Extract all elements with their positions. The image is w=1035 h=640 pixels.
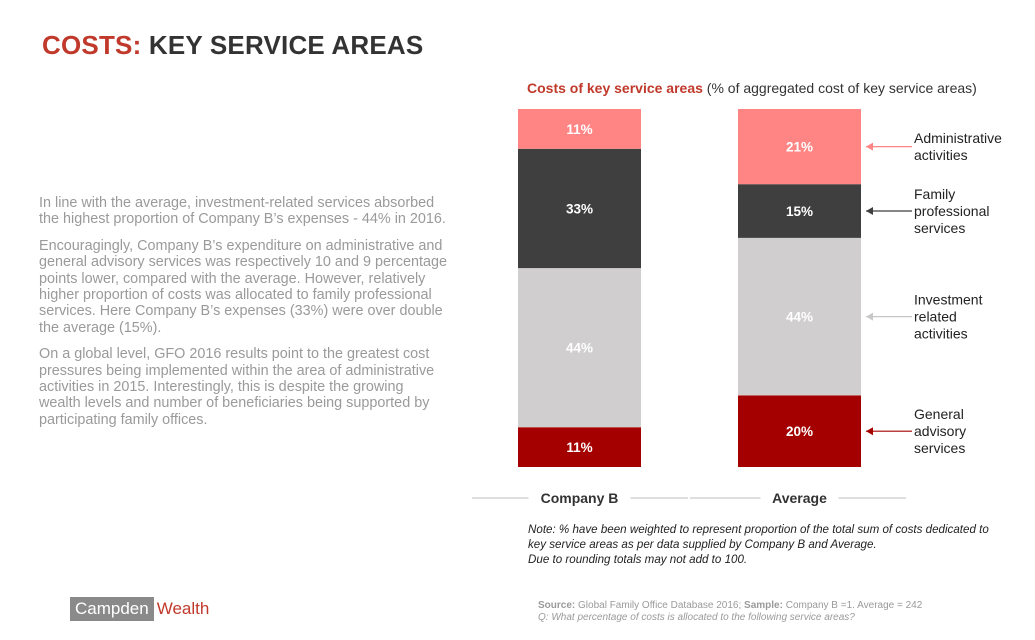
legend-label-investment-related-activities-line-1: Investment	[914, 292, 983, 308]
bar-segment-company-b-administrative-activities	[518, 109, 641, 149]
legend-label-family-professional-services-line-2: professional	[914, 203, 990, 219]
legend-label-general-advisory-services-line-3: services	[914, 440, 965, 456]
bar-segment-company-b-investment-related-activities	[518, 268, 641, 428]
chart-title: Costs of key service areas (% of aggrega…	[527, 80, 977, 96]
category-label-average: Average	[772, 490, 827, 506]
chart-subtitle: (% of aggregated cost of key service are…	[706, 80, 977, 96]
survey-question: Q: What percentage of costs is allocated…	[538, 612, 855, 623]
data-label-company-b-family-professional-services: 33%	[566, 201, 593, 216]
bar-segment-average-general-advisory-services	[738, 395, 861, 467]
bar-segment-average-administrative-activities	[738, 109, 861, 185]
category-label-company-b: Company B	[541, 490, 619, 506]
body-paragraph-3: On a global level, GFO 2016 results poin…	[39, 346, 435, 428]
bar-segment-average-investment-related-activities	[738, 237, 861, 396]
source-text: Global Family Office Database 2016;	[578, 600, 742, 611]
legend-label-administrative-activities-line-2: activities	[914, 147, 968, 163]
chart-note: Note: % have been weighted to represent …	[528, 522, 989, 567]
legend-arrowhead-investment-related-activities	[866, 312, 873, 321]
body-text: In line with the average, investment-rel…	[39, 195, 449, 438]
body-paragraph-1: In line with the average, investment-rel…	[39, 195, 446, 228]
bar-segment-company-b-family-professional-services	[518, 148, 641, 269]
bar-segment-average-family-professional-services	[738, 184, 861, 238]
data-label-average-investment-related-activities: 44%	[786, 310, 813, 325]
legend-label-general-advisory-services-line-2: advisory	[914, 423, 966, 439]
sample-label: Sample:	[744, 600, 783, 611]
legend-label-general-advisory-services-line-1: General	[914, 406, 964, 422]
logo-word: Wealth	[156, 599, 210, 618]
legend-arrowhead-family-professional-services	[866, 207, 873, 216]
body-paragraph-2: Encouragingly, Company B’s expenditure o…	[39, 237, 447, 336]
source-label: Source:	[538, 600, 576, 611]
note-line-3: Due to rounding totals may not add to 10…	[528, 553, 748, 566]
legend-arrowhead-general-advisory-services	[866, 427, 873, 436]
data-label-average-family-professional-services: 15%	[786, 204, 813, 219]
chart-title-main: Costs of key service areas	[527, 80, 703, 96]
note-line-2: key service areas as per data supplied b…	[528, 538, 877, 551]
data-label-average-general-advisory-services: 20%	[786, 424, 813, 439]
data-label-company-b-general-advisory-services: 11%	[566, 440, 592, 455]
campden-wealth-logo: Campden Wealth	[70, 597, 209, 621]
page-title: COSTS: KEY SERVICE AREAS	[42, 30, 423, 61]
legend-arrowhead-administrative-activities	[866, 142, 873, 151]
legend-label-family-professional-services-line-1: Family	[914, 186, 955, 202]
source-footnote: Source: Global Family Office Database 20…	[538, 600, 922, 624]
page-title-rest: KEY SERVICE AREAS	[148, 30, 424, 60]
data-label-company-b-investment-related-activities: 44%	[566, 341, 593, 356]
legend-label-investment-related-activities-line-3: activities	[914, 326, 968, 342]
legend-label-family-professional-services-line-3: services	[914, 220, 965, 236]
sample-text: Company B =1. Average = 242	[785, 600, 923, 611]
note-line-1: Note: % have been weighted to represent …	[528, 523, 989, 536]
logo-box-text: Campden	[70, 597, 154, 621]
page-title-accent: COSTS:	[42, 30, 142, 60]
bar-segment-company-b-general-advisory-services	[518, 427, 641, 467]
legend-label-administrative-activities-line-1: Administrative	[914, 130, 1002, 146]
data-label-company-b-administrative-activities: 11%	[566, 122, 592, 137]
legend-label-investment-related-activities-line-2: related	[914, 309, 957, 325]
data-label-average-administrative-activities: 21%	[786, 140, 813, 155]
